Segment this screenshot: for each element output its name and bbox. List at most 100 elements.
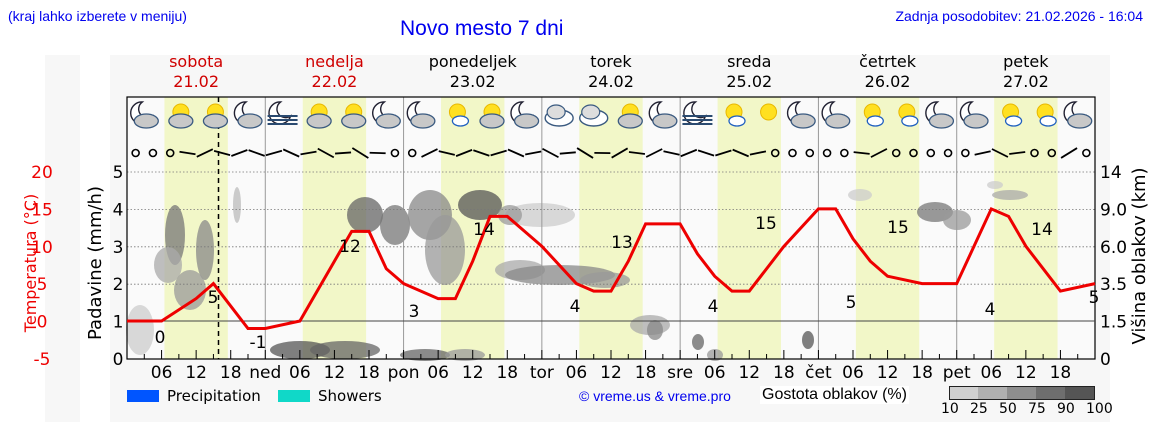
cloud-height-tick: 1.5 (1100, 313, 1127, 333)
moon-cloud-icon (648, 101, 678, 129)
day-name: sobota (169, 52, 224, 71)
x-tick-label: 12 (185, 363, 207, 383)
day-name: četrtek (859, 52, 916, 71)
x-tick-label: 18 (635, 363, 657, 383)
x-tick-label: 06 (289, 363, 311, 383)
wind-calm-icon (891, 148, 901, 158)
x-tick-label: 06 (980, 363, 1002, 383)
cloud-density-swatch (978, 386, 1008, 400)
cloud-height-tick: 9.0 (1100, 200, 1127, 220)
wind-barb-icon (870, 148, 888, 158)
cloud-density-swatch (1007, 386, 1037, 400)
cloud-height-tick: 14 (1100, 163, 1122, 183)
temp-min-label: -1 (250, 333, 267, 353)
cloud-density-tick: 25 (970, 401, 988, 417)
copyright-link[interactable]: © vreme.us & vreme.pro (579, 388, 731, 404)
x-tick-label: 12 (1015, 363, 1037, 383)
wind-calm-icon (148, 148, 158, 158)
wind-barb-icon (248, 149, 265, 157)
moon-fog-icon (682, 101, 713, 125)
precipitation-swatch (127, 390, 159, 402)
temperature-line (127, 206, 1096, 330)
x-tick-label: 06 (427, 363, 449, 383)
temp-max-label: 15 (887, 218, 909, 238)
temp-min-label: 4 (985, 300, 996, 320)
x-tick-label: 18 (911, 363, 933, 383)
wind-barb-icon (974, 150, 991, 156)
temp-max-label: 13 (611, 233, 633, 253)
day-header: torek 24.02 (541, 52, 681, 92)
day-header: sreda 25.02 (679, 52, 819, 92)
wind-barbs (131, 147, 1091, 159)
x-tick-label: tor (530, 363, 554, 383)
moon-cloud-icon (959, 101, 989, 129)
day-name: petek (1003, 52, 1049, 71)
wind-calm-icon (1047, 148, 1057, 158)
cloud-density-tick: 50 (999, 401, 1017, 417)
temperature-tick: -5 (34, 350, 51, 370)
x-tick-label: 18 (773, 363, 795, 383)
temp-end-label: 5 (1089, 288, 1100, 308)
cloud-density-tick: 100 (1086, 401, 1113, 417)
cloud-height-tick: 0 (1100, 350, 1111, 370)
wind-barb-icon (300, 150, 317, 156)
precip-tick: 2 (113, 275, 124, 295)
showers-swatch (278, 390, 310, 402)
precip-tick: 5 (113, 163, 124, 183)
wind-barb-icon (231, 149, 248, 157)
moon-cloud-icon (510, 101, 540, 129)
moon-fog-icon (267, 101, 298, 125)
x-tick-label: 12 (877, 363, 899, 383)
cloud-height-tick: 6.0 (1100, 238, 1127, 258)
sun-cloud-icon (617, 103, 643, 129)
showers-legend-label: Showers (318, 387, 382, 405)
cloud-density-tick: 10 (941, 401, 959, 417)
cloud-density-swatch (949, 386, 980, 400)
wind-barb-icon (455, 149, 473, 157)
temp-max-label: 15 (755, 214, 777, 234)
region-menu-note: (kraj lahko izberete v meniju) (8, 8, 187, 24)
x-tick-label: 12 (324, 363, 346, 383)
daytime-band (717, 97, 781, 359)
wind-barb-icon (663, 150, 680, 156)
wind-barb-icon (473, 149, 490, 157)
day-date: 26.02 (864, 72, 911, 91)
x-tick-label: 06 (566, 363, 588, 383)
wind-calm-icon (407, 148, 417, 158)
moon-cloud-icon (406, 101, 436, 129)
x-tick-label: 06 (704, 363, 726, 383)
wind-calm-icon (822, 148, 832, 158)
day-date: 24.02 (588, 72, 634, 91)
wind-barb-icon (1009, 151, 1026, 155)
wind-barb-icon (335, 151, 352, 155)
sun-cloud-icon (341, 103, 367, 129)
temp-max-label: 12 (339, 237, 361, 257)
cloud-height-axis-label: Višina oblakov (km) (1129, 167, 1150, 344)
moon-cloud-icon (821, 101, 851, 129)
temperature-tick: 15 (31, 200, 53, 220)
wind-barb-icon (611, 147, 629, 159)
wind-barb-icon (213, 150, 231, 156)
x-tick-label: sre (667, 363, 693, 383)
x-tick-label: 18 (496, 363, 518, 383)
precip-tick: 3 (113, 238, 124, 258)
day-date: 22.02 (311, 72, 358, 91)
sun-cloud-icon (479, 103, 505, 129)
wind-barb-icon (542, 147, 559, 159)
wind-barb-icon (282, 148, 300, 158)
wind-barb-icon (853, 151, 870, 155)
daytime-band (579, 97, 643, 359)
precipitation-legend-label: Precipitation (167, 387, 261, 405)
cloudy-icon (544, 104, 574, 127)
wind-barb-icon (697, 149, 715, 157)
weather-icons (130, 101, 1093, 129)
x-tick-label: pon (388, 363, 420, 383)
wind-calm-icon (770, 148, 780, 158)
sun-icon (760, 103, 778, 121)
x-tick-label: čet (805, 363, 832, 383)
x-tick-label: pet (943, 363, 971, 383)
day-header: petek 27.02 (956, 52, 1096, 92)
temp-max-label: 14 (473, 220, 495, 240)
daytime-band (855, 97, 920, 359)
